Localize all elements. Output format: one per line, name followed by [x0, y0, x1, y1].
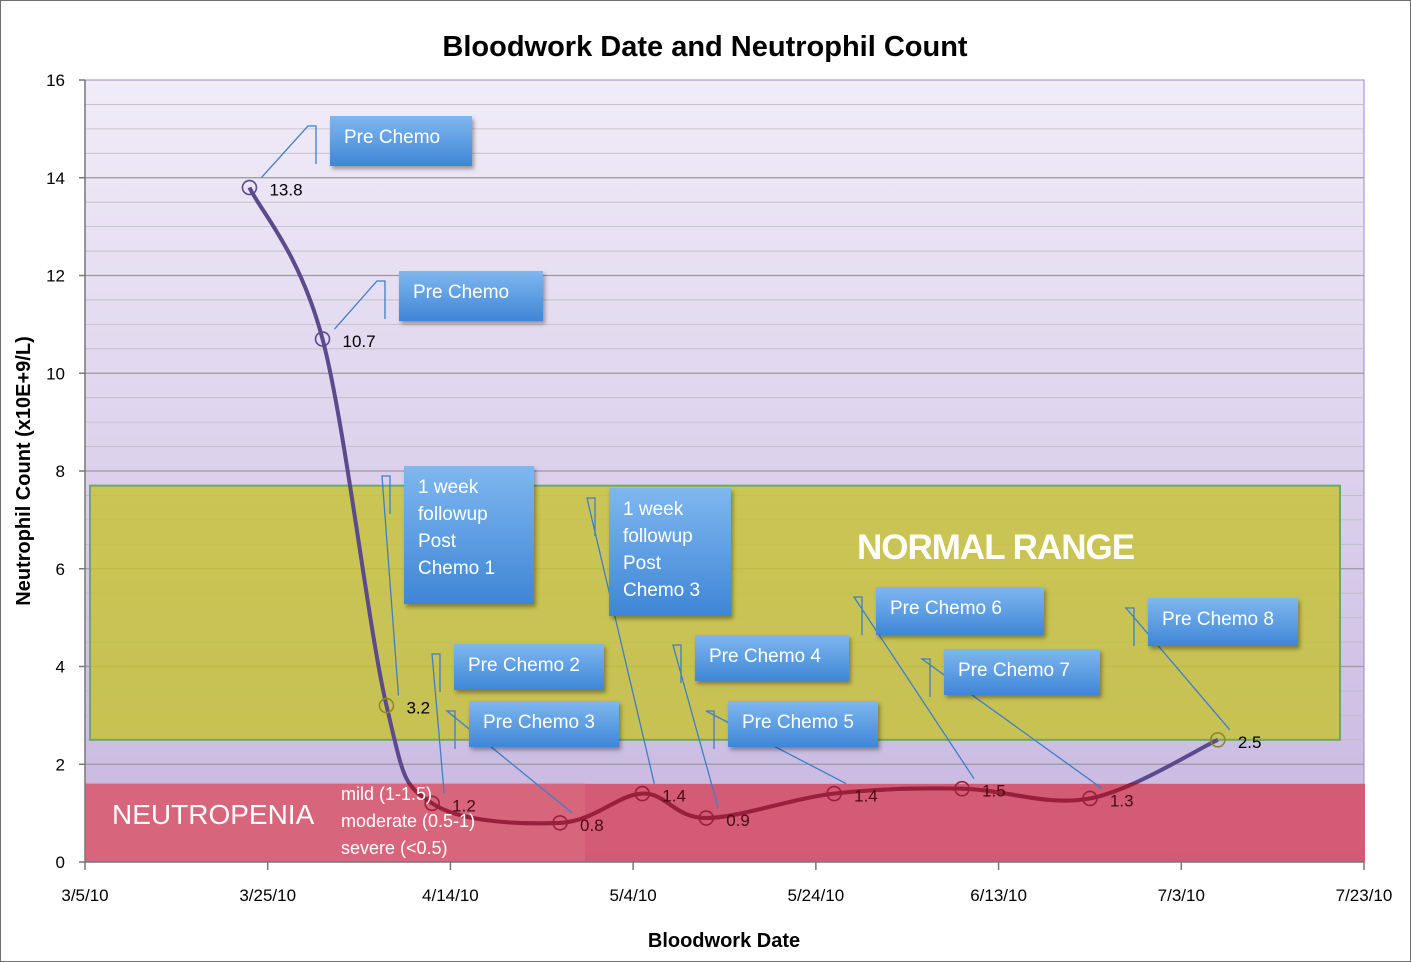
data-point	[241, 179, 258, 196]
x-tick-label: 6/13/10	[970, 886, 1027, 905]
callout-box: Pre Chemo 7	[944, 649, 1100, 695]
data-point	[634, 785, 651, 802]
callout-leader	[1124, 607, 1231, 731]
data-label: 1.5	[982, 782, 1006, 801]
x-tick-label: 4/14/10	[422, 886, 479, 905]
neutropenia-band	[85, 783, 1365, 862]
callout-box: Pre Chemo 8	[1148, 598, 1298, 646]
data-label: 2.5	[1238, 733, 1262, 752]
callout-box: Pre Chemo 2	[454, 644, 604, 690]
data-point	[698, 810, 715, 826]
data-label: 3.2	[406, 699, 430, 718]
callout-leaders	[260, 125, 1231, 814]
series-line-low	[406, 782, 1140, 826]
y-axis-title: Neutrophil Count (x10E+9/L)	[13, 336, 35, 605]
data-point	[826, 785, 842, 802]
callout-box: Pre Chemo 4	[695, 635, 849, 681]
chart-title: Bloodwork Date and Neutrophil Count	[442, 31, 968, 63]
callout-leader	[919, 658, 1103, 789]
data-label: 1.4	[662, 787, 686, 806]
data-label: 1.4	[854, 787, 878, 806]
label-layer: 13.8 10.7 3.2 1.2 0.8 1.4 0.9 1.4 1.5 1.3 2.5	[269, 181, 1261, 835]
data-label: 10.7	[343, 332, 376, 351]
series-layer	[241, 179, 1226, 831]
callout-leader	[705, 710, 847, 785]
y-tick-label: 8	[56, 462, 65, 481]
data-label: 1.2	[452, 796, 476, 815]
data-label: 0.9	[726, 811, 750, 830]
callout-box: 1 week followup Post Chemo 1	[404, 466, 534, 604]
x-tick-label: 3/25/10	[239, 886, 296, 905]
data-point	[314, 331, 331, 347]
y-tick-label: 12	[46, 267, 65, 286]
callout-box: Pre Chemo 6	[876, 587, 1044, 635]
callout-box: Pre Chemo	[399, 271, 543, 321]
data-label: 1.3	[1110, 791, 1134, 810]
y-tick-label: 4	[56, 658, 65, 677]
data-label: 0.8	[580, 816, 604, 835]
callout-leader	[852, 596, 975, 780]
data-point	[1210, 732, 1226, 748]
y-tick-label: 6	[56, 560, 65, 579]
callout-leader	[445, 710, 573, 814]
x-tick-label: 5/24/10	[787, 886, 844, 905]
x-tick-label: 5/4/10	[610, 886, 657, 905]
x-axis-title: Bloodwork Date	[648, 930, 800, 952]
data-point	[1082, 790, 1098, 807]
x-tick-label: 7/3/10	[1158, 886, 1205, 905]
y-tick-label: 2	[56, 755, 65, 774]
data-point	[378, 697, 395, 714]
callout-leader	[260, 125, 317, 178]
x-tick-label: 7/23/10	[1336, 886, 1393, 905]
data-point	[954, 780, 970, 797]
callout-leader	[431, 653, 445, 794]
y-tick-label: 16	[46, 71, 65, 90]
axis-layer: 0 2 4 6 8 10 12 14 16 3/5/10 3/25/10 4/14/10 5/4/10 5…	[46, 71, 1392, 905]
callout-box: Pre Chemo	[330, 116, 472, 166]
callout-box: Pre Chemo 5	[728, 701, 878, 747]
data-label: 13.8	[269, 181, 302, 200]
y-tick-label: 10	[46, 364, 65, 383]
callout-leader	[381, 475, 400, 696]
callout-box: 1 week followup Post Chemo 3	[609, 488, 731, 616]
y-tick-label: 14	[46, 169, 65, 188]
callout-leader	[672, 644, 719, 809]
x-tick-label: 3/5/10	[61, 886, 108, 905]
callout-leader	[586, 497, 655, 784]
data-point	[424, 795, 440, 812]
y-tick-label: 0	[56, 853, 65, 872]
callout-box: Pre Chemo 3	[469, 701, 619, 747]
callout-leader	[334, 280, 386, 330]
data-point	[552, 815, 568, 831]
